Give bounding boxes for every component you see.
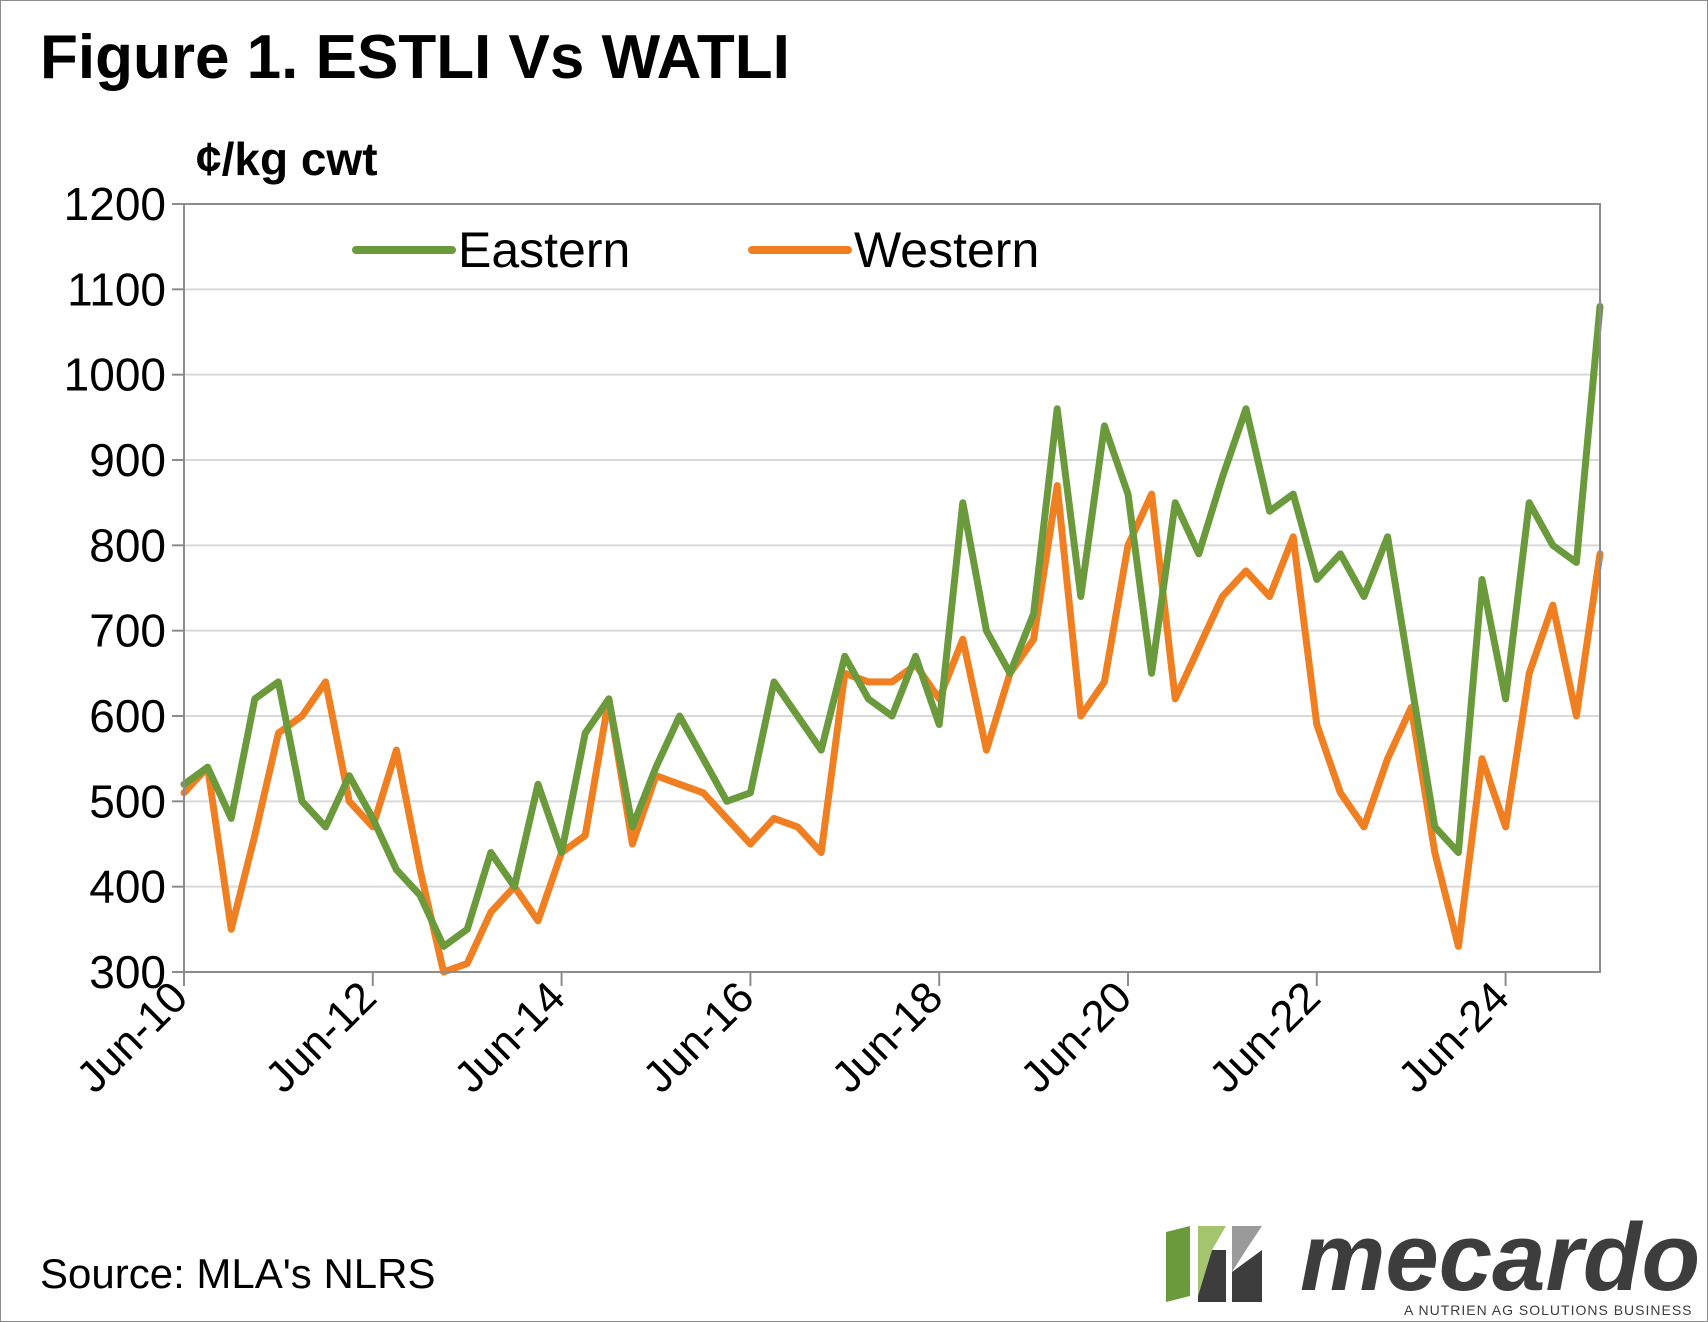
y-axis-unit-label: ¢/kg cwt bbox=[196, 133, 378, 185]
y-tick-label: 800 bbox=[89, 519, 166, 571]
logo-mark bbox=[1166, 1226, 1190, 1302]
y-tick-label: 1000 bbox=[64, 349, 166, 401]
x-tick-label: Jun-16 bbox=[634, 972, 764, 1102]
y-tick-label: 900 bbox=[89, 434, 166, 486]
axes bbox=[172, 203, 1601, 986]
legend-label-western: Western bbox=[854, 222, 1039, 278]
x-tick-label: Jun-22 bbox=[1200, 972, 1330, 1102]
x-tick-label: Jun-20 bbox=[1011, 972, 1141, 1102]
x-tick-label: Jun-18 bbox=[822, 972, 952, 1102]
logo-mark bbox=[1232, 1250, 1262, 1302]
legend-label-eastern: Eastern bbox=[458, 222, 630, 278]
logo-mark bbox=[1198, 1226, 1226, 1296]
logo-mark bbox=[1232, 1226, 1262, 1272]
y-tick-label: 700 bbox=[89, 605, 166, 657]
x-tick-labels: Jun-10 Jun-12 Jun-14 Jun-16 Jun-18 Jun-20 Jun-… bbox=[67, 972, 1518, 1102]
series-line-western bbox=[180, 482, 1604, 976]
series-line-eastern bbox=[180, 302, 1604, 950]
x-tick-label: Jun-12 bbox=[256, 972, 386, 1102]
source-note: Source: MLA's NLRS bbox=[40, 1250, 436, 1297]
logo-mark bbox=[1198, 1250, 1226, 1302]
chart-title: Figure 1. ESTLI Vs WATLI bbox=[40, 23, 790, 92]
plot-area-border bbox=[183, 203, 1601, 973]
x-tick-label: Jun-14 bbox=[445, 972, 575, 1102]
y-tick-label: 600 bbox=[89, 690, 166, 742]
logo-wordmark: mecardo bbox=[1300, 1204, 1700, 1311]
y-tick-labels: 300 400 500 600 700 800 900 1000 1100 1200 bbox=[64, 178, 166, 998]
y-tick-label: 300 bbox=[89, 946, 166, 998]
legend: Eastern Western bbox=[352, 222, 1039, 278]
x-tick-label: Jun-24 bbox=[1389, 972, 1519, 1102]
y-tick-label: 400 bbox=[89, 861, 166, 913]
series-lines bbox=[180, 302, 1604, 976]
gridlines bbox=[184, 288, 1600, 888]
y-tick-label: 1100 bbox=[67, 263, 166, 315]
y-tick-label: 500 bbox=[89, 775, 166, 827]
logo-tagline: A NUTRIEN AG SOLUTIONS BUSINESS bbox=[1404, 1302, 1693, 1318]
y-tick-label: 1200 bbox=[64, 178, 166, 230]
